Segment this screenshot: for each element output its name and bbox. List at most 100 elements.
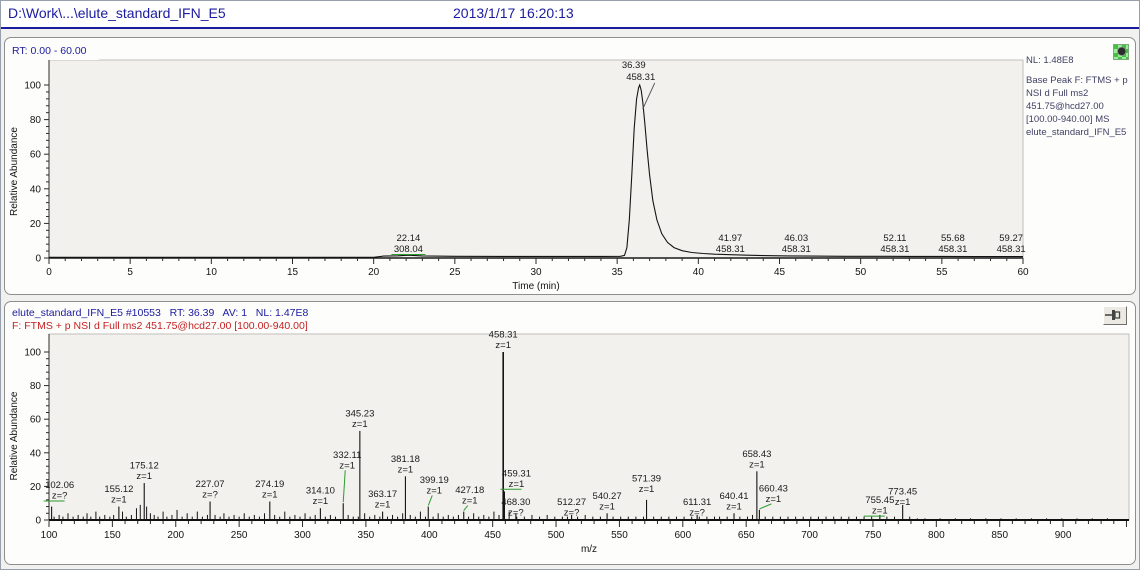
- svg-text:60: 60: [30, 415, 42, 426]
- svg-text:20: 20: [30, 219, 42, 230]
- svg-text:150: 150: [104, 530, 121, 541]
- svg-text:z=1: z=1: [339, 460, 355, 471]
- pin-spectrum-button[interactable]: [1103, 306, 1127, 325]
- chromatogram-panel[interactable]: 0 20 40 60 80 100 Relative Abundance 0 5 10 15 20 25…: [4, 37, 1136, 295]
- nl-value-label: NL: 1.48E8: [1026, 55, 1074, 66]
- svg-text:60: 60: [1017, 267, 1029, 278]
- svg-text:381.18: 381.18: [391, 454, 420, 465]
- svg-text:45: 45: [774, 267, 786, 278]
- svg-text:40: 40: [693, 267, 705, 278]
- svg-text:345.23: 345.23: [345, 408, 374, 419]
- svg-text:30: 30: [530, 267, 542, 278]
- svg-text:155.12: 155.12: [104, 484, 133, 495]
- svg-text:20: 20: [30, 482, 42, 493]
- svg-text:z=1: z=1: [352, 419, 368, 430]
- svg-text:z=1: z=1: [599, 501, 615, 512]
- svg-text:41.97: 41.97: [718, 233, 742, 244]
- svg-text:40: 40: [30, 448, 42, 459]
- svg-text:571.39: 571.39: [632, 473, 661, 484]
- chromatogram-legend: Base Peak F: FTMS + p NSI d Full ms2 451…: [1026, 74, 1134, 139]
- svg-text:z=?: z=?: [202, 490, 218, 501]
- spectrum-panel[interactable]: 0 20 40 60 80 100 Relative Abundance 100 150 200 2…: [4, 301, 1136, 565]
- svg-text:400: 400: [421, 530, 438, 541]
- svg-text:0: 0: [35, 516, 41, 527]
- svg-text:z=1: z=1: [313, 496, 329, 507]
- svg-text:Relative Abundance: Relative Abundance: [9, 391, 20, 480]
- svg-text:458.31: 458.31: [489, 330, 518, 341]
- scan-filter-label: F: FTMS + p NSI d Full ms2 451.75@hcd27.…: [12, 320, 308, 332]
- svg-text:z=1: z=1: [426, 485, 442, 496]
- svg-text:227.07: 227.07: [196, 479, 225, 490]
- svg-text:z=1: z=1: [726, 501, 742, 512]
- svg-text:z=1: z=1: [509, 479, 525, 490]
- svg-text:468.30: 468.30: [501, 497, 530, 508]
- svg-text:Time (min): Time (min): [512, 281, 559, 292]
- svg-text:900: 900: [1055, 530, 1072, 541]
- svg-text:10: 10: [206, 267, 218, 278]
- svg-text:660.43: 660.43: [759, 483, 788, 494]
- svg-text:427.18: 427.18: [455, 485, 484, 496]
- svg-text:z=1: z=1: [895, 497, 911, 508]
- svg-text:458.31: 458.31: [880, 244, 909, 255]
- svg-text:458.31: 458.31: [626, 72, 655, 83]
- svg-text:800: 800: [928, 530, 945, 541]
- svg-text:658.43: 658.43: [742, 449, 771, 460]
- legend-line: [100.00-940.00] MS: [1026, 114, 1110, 125]
- svg-text:50: 50: [855, 267, 867, 278]
- svg-text:m/z: m/z: [581, 544, 597, 555]
- svg-text:274.19: 274.19: [255, 479, 284, 490]
- title-bar: D:\Work\...\elute_standard_IFN_E5 2013/1…: [1, 1, 1139, 29]
- svg-text:36.39: 36.39: [622, 60, 646, 71]
- svg-text:458.31: 458.31: [938, 244, 967, 255]
- svg-text:5: 5: [127, 267, 133, 278]
- svg-text:z=1: z=1: [111, 495, 127, 506]
- svg-text:640.41: 640.41: [719, 491, 748, 502]
- svg-text:20: 20: [368, 267, 380, 278]
- svg-text:z=?: z=?: [564, 507, 580, 518]
- svg-text:z=?: z=?: [508, 507, 524, 518]
- svg-text:z=?: z=?: [52, 491, 68, 502]
- svg-text:650: 650: [738, 530, 755, 541]
- spectrum-plot[interactable]: 0 20 40 60 80 100 Relative Abundance 100 150 200 2…: [5, 302, 1135, 564]
- svg-text:750: 750: [865, 530, 882, 541]
- svg-text:z=1: z=1: [766, 494, 782, 505]
- svg-text:540.27: 540.27: [593, 491, 622, 502]
- legend-line: NSI d Full ms2: [1026, 88, 1089, 99]
- chromatogram-plot[interactable]: 0 20 40 60 80 100 Relative Abundance 0 5 10 15 20 25…: [5, 38, 1135, 294]
- svg-text:80: 80: [30, 381, 42, 392]
- svg-text:80: 80: [30, 115, 42, 126]
- svg-text:z=1: z=1: [462, 496, 478, 507]
- push-pin-icon: [1105, 310, 1121, 320]
- svg-text:500: 500: [548, 530, 565, 541]
- svg-text:773.45: 773.45: [888, 487, 917, 498]
- svg-text:z=1: z=1: [398, 464, 414, 475]
- svg-text:200: 200: [167, 530, 184, 541]
- legend-line: elute_standard_IFN_E5: [1026, 127, 1127, 138]
- svg-text:Relative Abundance: Relative Abundance: [9, 127, 20, 216]
- svg-text:399.19: 399.19: [420, 475, 449, 486]
- acquisition-datetime: 2013/1/17 16:20:13: [453, 5, 574, 21]
- svg-text:59.27: 59.27: [999, 233, 1023, 244]
- svg-text:102.06: 102.06: [45, 480, 74, 491]
- svg-text:459.31: 459.31: [502, 468, 531, 479]
- svg-text:z=?: z=?: [689, 507, 705, 518]
- active-cell-pin-icon[interactable]: [1113, 44, 1129, 60]
- scan-header-label: elute_standard_IFN_E5 #10553 RT: 36.39 A…: [12, 307, 309, 319]
- svg-text:z=1: z=1: [262, 490, 278, 501]
- svg-text:250: 250: [231, 530, 248, 541]
- svg-text:308.04: 308.04: [394, 244, 423, 255]
- svg-text:60: 60: [30, 150, 42, 161]
- svg-text:550: 550: [611, 530, 628, 541]
- svg-text:z=1: z=1: [639, 484, 655, 495]
- svg-text:100: 100: [41, 530, 58, 541]
- svg-text:25: 25: [449, 267, 461, 278]
- svg-text:z=1: z=1: [749, 459, 765, 470]
- svg-text:350: 350: [358, 530, 375, 541]
- file-path: D:\Work\...\elute_standard_IFN_E5: [8, 5, 226, 21]
- svg-text:0: 0: [35, 254, 41, 265]
- svg-text:z=1: z=1: [375, 500, 391, 511]
- svg-text:z=1: z=1: [872, 506, 888, 517]
- rt-range-label: RT: 0.00 - 60.00: [12, 45, 99, 60]
- svg-text:35: 35: [612, 267, 624, 278]
